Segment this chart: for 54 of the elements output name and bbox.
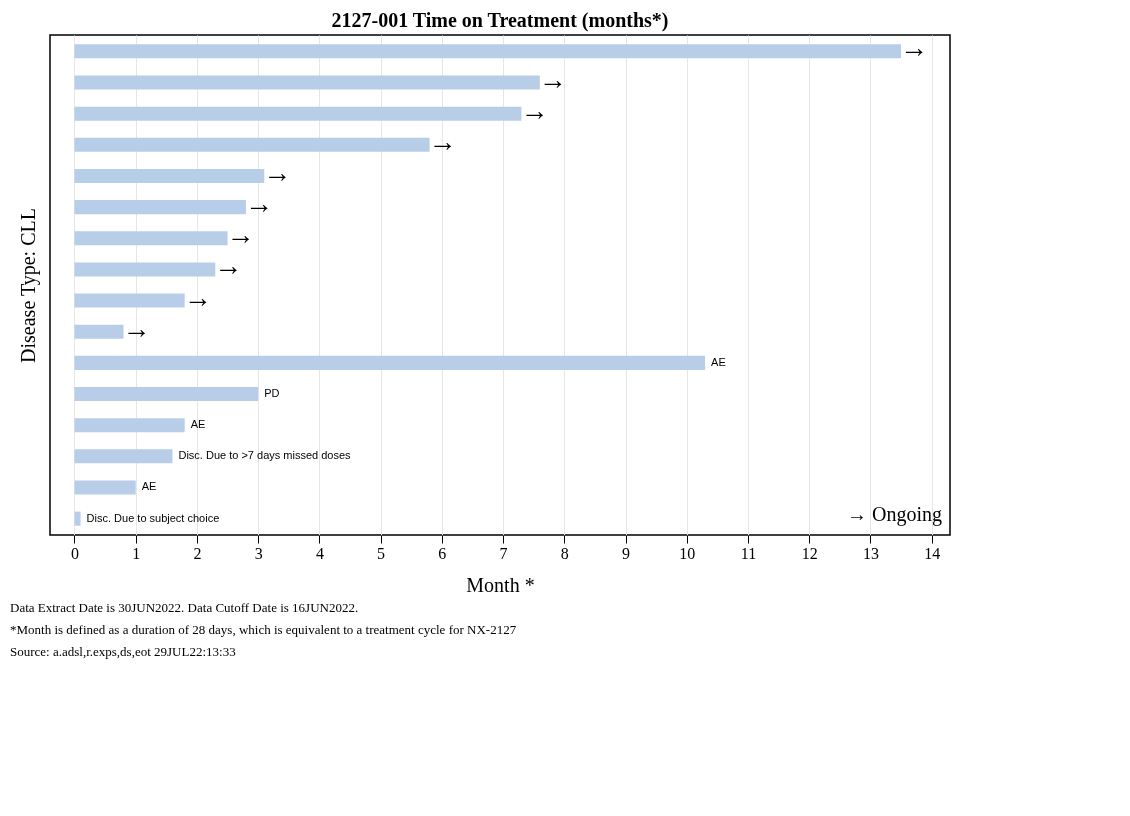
chart-title: 2127-001 Time on Treatment (months*) — [331, 9, 669, 32]
data-label: → — [520, 94, 549, 126]
bar — [74, 293, 185, 308]
bar — [74, 262, 216, 277]
annotation: → Ongoing — [847, 503, 942, 526]
bar — [74, 168, 265, 183]
bar — [74, 75, 540, 90]
bar — [74, 137, 430, 152]
x-tick-label: 2 — [193, 544, 202, 562]
bar — [74, 231, 228, 246]
x-tick-label: 9 — [622, 544, 631, 562]
data-label: Disc. Due to subject choice — [86, 511, 220, 524]
x-tick-label: 8 — [560, 544, 569, 562]
bar — [74, 387, 259, 402]
text: Data Extract Date is 30JUN2022. Data Cutoff Date is 16JUN2022. — [10, 600, 359, 615]
bar — [74, 418, 185, 433]
bar — [74, 106, 522, 121]
data-label: → — [244, 188, 273, 220]
data-label: → — [214, 250, 243, 282]
x-tick-label: 12 — [801, 544, 818, 562]
x-tick-label: 7 — [499, 544, 508, 562]
bar — [74, 44, 902, 59]
data-label: Disc. Due to >7 days missed doses — [178, 449, 352, 462]
text: *Month is defined as a duration of 28 days, which is equivalent to a treatment cycle for NX-2127 — [10, 622, 517, 637]
x-tick-label: 1 — [132, 544, 141, 562]
x-tick-label: 5 — [377, 544, 386, 562]
x-tick-label: 3 — [254, 544, 263, 562]
x-tick-label: 14 — [924, 544, 941, 562]
bar — [74, 355, 706, 370]
data-label: AE — [711, 355, 726, 368]
bar — [74, 511, 81, 526]
data-label: → — [428, 125, 457, 157]
data-label: → — [538, 63, 567, 95]
bar — [74, 324, 124, 339]
x-tick-label: 10 — [679, 544, 696, 562]
bar — [74, 449, 173, 464]
data-label: → — [226, 219, 255, 251]
x-tick-label: 13 — [862, 544, 879, 562]
bar — [74, 200, 246, 215]
source-note: Source: a.adsl,r.exps,ds,eot 29JUL22:13:33 — [10, 644, 236, 659]
data-label: AE — [141, 480, 157, 493]
data-label: AE — [190, 418, 206, 431]
x-tick-label: 4 — [315, 544, 324, 562]
data-label: → — [183, 281, 212, 313]
x-tick-label: 0 — [70, 544, 79, 562]
data-label: PD — [264, 387, 280, 400]
x-tick-label: 11 — [740, 544, 757, 562]
data-label: → — [900, 32, 929, 64]
x-axis-title: Month * — [466, 573, 535, 596]
x-tick-label: 6 — [438, 544, 447, 562]
bar — [74, 480, 136, 495]
data-label: → — [122, 312, 151, 344]
data-label: → — [263, 156, 292, 188]
y-axis-title: Disease Type: CLL — [16, 208, 40, 363]
